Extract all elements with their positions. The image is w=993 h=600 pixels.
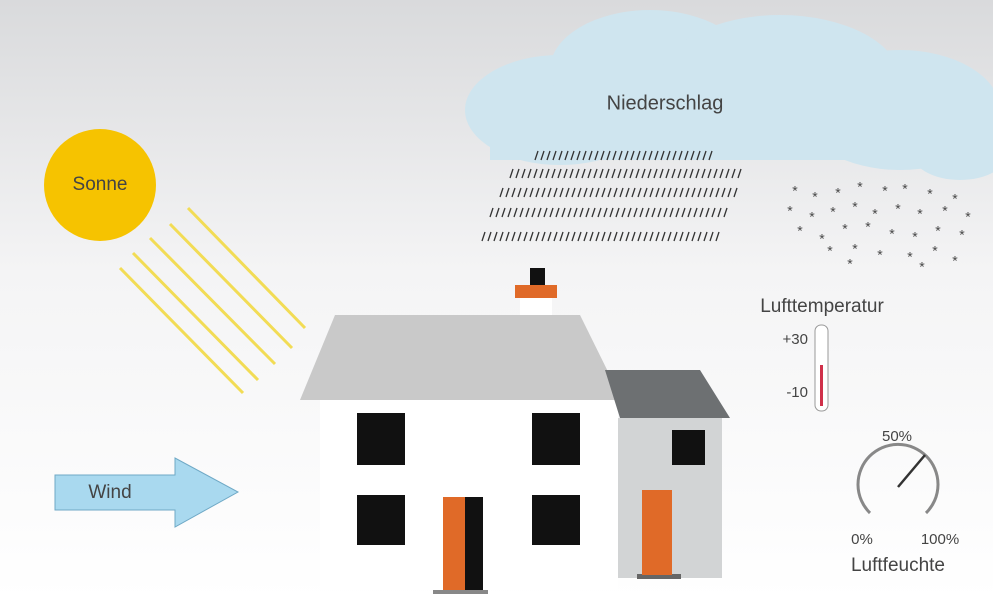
snowflake: * bbox=[865, 219, 871, 235]
snowflake: * bbox=[902, 181, 908, 197]
snowflake: * bbox=[835, 185, 841, 201]
snowflake: * bbox=[917, 206, 923, 222]
snowflake: * bbox=[877, 247, 883, 263]
humidity-label: Luftfeuchte bbox=[851, 555, 945, 576]
snowflake: * bbox=[787, 203, 793, 219]
snowflake: * bbox=[857, 179, 863, 195]
snowflake: * bbox=[965, 209, 971, 225]
snowflake: * bbox=[852, 241, 858, 257]
temperature-label: Lufttemperatur bbox=[760, 296, 884, 317]
snowflake: * bbox=[927, 186, 933, 202]
sun-label: Sonne bbox=[73, 174, 128, 195]
humidity-min: 0% bbox=[851, 531, 873, 548]
snowflake: * bbox=[797, 223, 803, 239]
temperature-low: -10 bbox=[786, 384, 808, 401]
snowflake: * bbox=[792, 183, 798, 199]
snowflake: * bbox=[919, 259, 925, 275]
wind-label: Wind bbox=[88, 482, 131, 503]
snowflake: * bbox=[932, 243, 938, 259]
snowflake: * bbox=[819, 231, 825, 247]
snowflake: * bbox=[935, 223, 941, 239]
snowflake: * bbox=[942, 203, 948, 219]
snowflake: * bbox=[842, 221, 848, 237]
snowflake: * bbox=[812, 189, 818, 205]
temperature-high: +30 bbox=[783, 331, 808, 348]
snowflake: * bbox=[952, 191, 958, 207]
snowflake: * bbox=[809, 209, 815, 225]
humidity-max: 100% bbox=[921, 531, 959, 548]
snowflake: * bbox=[830, 204, 836, 220]
snowflake: * bbox=[827, 243, 833, 259]
precipitation-label: Niederschlag bbox=[607, 92, 724, 114]
snowflake: * bbox=[852, 199, 858, 215]
snowflake: * bbox=[889, 226, 895, 242]
snowflake: * bbox=[872, 206, 878, 222]
snowflake: * bbox=[912, 229, 918, 245]
snowflake: * bbox=[907, 249, 913, 265]
snowflake: * bbox=[895, 201, 901, 217]
page: Niederschlag ***************************… bbox=[0, 0, 993, 600]
weather-diagram: Niederschlag ***************************… bbox=[0, 0, 993, 600]
snowflake: * bbox=[882, 183, 888, 199]
humidity-mid: 50% bbox=[882, 428, 912, 445]
snowflake: * bbox=[952, 253, 958, 269]
snowflake: * bbox=[959, 227, 965, 243]
snowflake: * bbox=[847, 256, 853, 272]
